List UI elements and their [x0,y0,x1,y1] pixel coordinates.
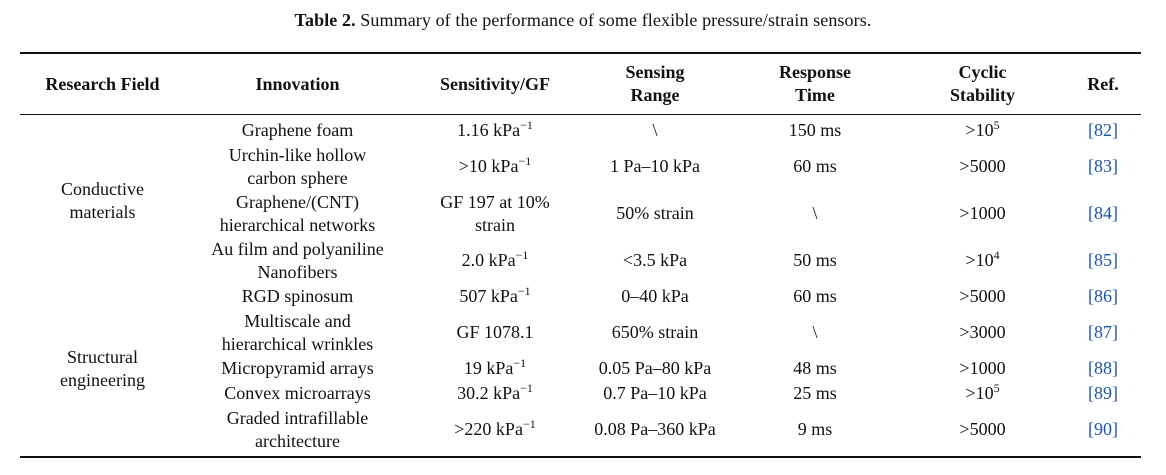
table-row: Multiscale and hierarchical wrinkles GF 1… [20,309,1141,356]
sensitivity-cell: 30.2 kPa−1 [457,381,533,403]
sensing-range-cell: 0.08 Pa–360 kPa [594,419,716,439]
sensitivity-cell: >220 kPa−1 [454,417,536,439]
ref-cell: [82] [1065,114,1141,143]
ref-link[interactable]: [84] [1088,203,1118,223]
table-row: Convex microarrays 30.2 kPa−1 0.7 Pa–10 … [20,381,1141,406]
response-time-cell: \ [812,203,818,223]
table-header-row: Research Field Innovation Sensitivity/GF… [20,54,1141,114]
sensing-range-cell: \ [652,120,658,140]
header-sensing-range: Sensing Range [625,62,685,105]
sensitivity-cell: 2.0 kPa−1 [461,248,529,270]
ref-cell: [88] [1065,356,1141,381]
innovation-cell: Graphene/(CNT) hierarchical networks [219,191,376,235]
table-row: Graphene/(CNT) hierarchical networks GF 1… [20,190,1141,237]
ref-cell: [85] [1065,237,1141,284]
sensing-range-cell: 650% strain [611,322,699,342]
ref-link[interactable]: [83] [1088,156,1118,176]
sensing-range-cell: 0.7 Pa–10 kPa [603,383,707,403]
sensitivity-cell: GF 197 at 10% strain [440,191,550,235]
response-time-cell: 48 ms [793,358,837,378]
ref-link[interactable]: [90] [1088,419,1118,439]
response-time-cell: 9 ms [797,419,833,439]
ref-cell: [87] [1065,309,1141,356]
ref-cell: [83] [1065,143,1141,190]
table-row: Micropyramid arrays 19 kPa−1 0.05 Pa–80 … [20,356,1141,381]
sensing-range-cell: 50% strain [616,203,694,223]
ref-link[interactable]: [85] [1088,250,1118,270]
response-time-cell: 50 ms [793,250,837,270]
innovation-cell: Graphene foam [241,120,354,140]
table-caption-text: Summary of the performance of some flexi… [355,10,872,30]
table-row: Urchin-like hollow carbon sphere >10 kPa−… [20,143,1141,190]
ref-link[interactable]: [87] [1088,322,1118,342]
table-top-rule [20,52,1141,54]
header-cyclic-stability: Cyclic Stability [949,62,1015,105]
sensitivity-cell: GF 1078.1 [456,322,534,342]
table-row: Graded intrafillable architecture >220 kP… [20,406,1141,453]
ref-cell: [84] [1065,190,1141,237]
ref-link[interactable]: [89] [1088,383,1118,403]
ref-link[interactable]: [88] [1088,358,1118,378]
response-time-cell: 25 ms [793,383,837,403]
innovation-cell: Multiscale and hierarchical wrinkles [221,310,374,354]
ref-cell: [90] [1065,406,1141,453]
innovation-cell: Au film and polyaniline Nanofibers [211,238,384,282]
cyclic-stability-cell: >5000 [959,156,1006,176]
innovation-cell: Convex microarrays [224,383,371,403]
table-row: Structural engineering RGD spinosum 507 k… [20,284,1141,390]
response-time-cell: 60 ms [793,156,837,176]
cyclic-stability-cell: >5000 [959,419,1006,439]
table-bottom-rule [20,456,1141,458]
cyclic-stability-cell: >3000 [959,322,1006,342]
sensing-range-cell: <3.5 kPa [622,250,688,270]
sensitivity-cell: >10 kPa−1 [458,154,532,176]
response-time-cell: \ [812,322,818,342]
group-cell-structural-engineering: Structural engineering [60,346,145,390]
cyclic-stability-cell: >104 [965,248,1000,270]
header-ref: Ref. [1087,73,1119,94]
header-research-field: Research Field [45,73,160,94]
table-row: Au film and polyaniline Nanofibers 2.0 kP… [20,237,1141,284]
sensing-range-cell: 0–40 kPa [621,286,689,306]
ref-cell: [86] [1065,284,1141,309]
sensitivity-cell: 1.16 kPa−1 [457,118,533,140]
table-caption: Table 2. Summary of the performance of s… [0,10,1166,31]
cyclic-stability-cell: >1000 [959,358,1006,378]
table-header-rule [20,114,1141,115]
header-sensitivity: Sensitivity/GF [439,73,550,94]
sensing-range-cell: 1 Pa–10 kPa [610,156,700,176]
sensing-range-cell: 0.05 Pa–80 kPa [598,358,712,378]
table-row: Conductive materials Graphene foam 1.16 k… [20,114,1141,222]
header-response-time: Response Time [778,62,851,105]
innovation-cell: Micropyramid arrays [221,358,374,378]
innovation-cell: Graded intrafillable architecture [226,407,369,451]
sensitivity-cell: 507 kPa−1 [459,284,531,306]
table-caption-label: Table 2. [294,10,356,30]
ref-link[interactable]: [86] [1088,286,1118,306]
innovation-cell: Urchin-like hollow carbon sphere [228,144,367,188]
summary-table: Research Field Innovation Sensitivity/GF… [20,54,1141,453]
cyclic-stability-cell: >5000 [959,286,1006,306]
ref-link[interactable]: [82] [1088,120,1118,140]
cyclic-stability-cell: >105 [965,118,1000,140]
innovation-cell: RGD spinosum [241,286,354,306]
cyclic-stability-cell: >105 [965,381,1000,403]
ref-cell: [89] [1065,381,1141,406]
cyclic-stability-cell: >1000 [959,203,1006,223]
response-time-cell: 60 ms [793,286,837,306]
header-innovation: Innovation [255,73,340,94]
sensitivity-cell: 19 kPa−1 [463,356,527,378]
group-cell-conductive-materials: Conductive materials [61,179,144,222]
response-time-cell: 150 ms [788,120,842,140]
